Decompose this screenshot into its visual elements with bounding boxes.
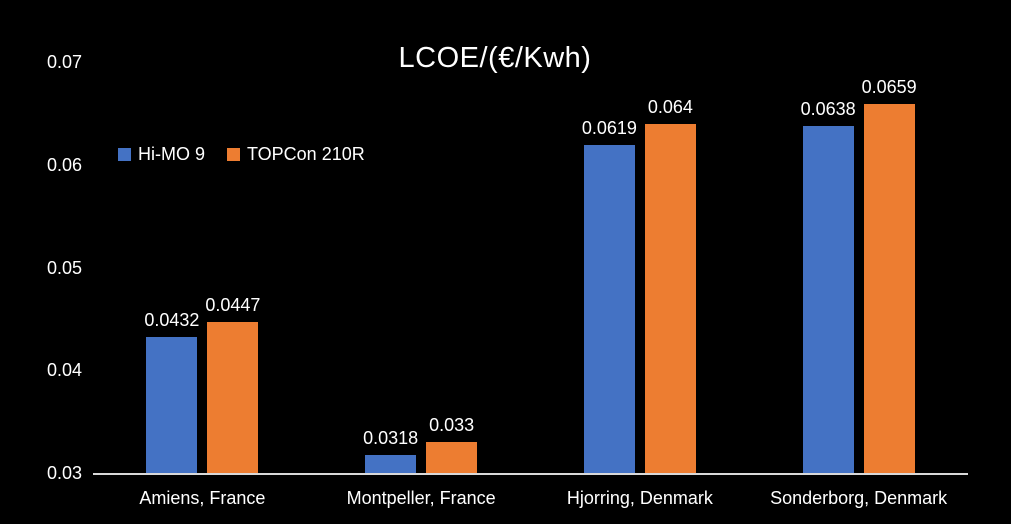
y-axis-tick-labels: 0.07 0.06 0.05 0.04 0.03 (30, 0, 82, 524)
bar-value-label: 0.0619 (581, 118, 637, 139)
bar-topcon-210r: 0.033 (426, 415, 478, 473)
category-label: Hjorring, Denmark (566, 488, 713, 508)
legend-swatch-icon (118, 148, 131, 161)
bar-value-label: 0.0318 (363, 427, 419, 448)
bar-value-label: 0.0638 (800, 98, 856, 119)
x-axis-line (93, 473, 968, 475)
bar-hi-mo-9: 0.0619 (582, 118, 637, 473)
plot-area: 0.0432 0.0447 0.0318 0.033 0.0619 0.064 0.0638… (93, 62, 968, 475)
y-axis-tick-label: 0.03 (46, 463, 82, 483)
category-label: Sonderborg, Denmark (770, 488, 948, 508)
bar-hi-mo-9: 0.0432 (144, 310, 199, 473)
bar-group: 0.0432 0.0447 (93, 62, 312, 473)
bar-group: 0.0638 0.0659 (749, 62, 968, 473)
bar-topcon-210r: 0.064 (644, 97, 696, 473)
legend-label: TOPCon 210R (247, 144, 365, 164)
x-axis-category-labels: Amiens, France Montpeller, France Hjorring… (93, 488, 968, 509)
legend-swatch-icon (227, 148, 240, 161)
legend-label: Hi-MO 9 (138, 144, 205, 164)
category-label: Amiens, France (139, 488, 266, 508)
legend-item: TOPCon 210R (227, 144, 365, 165)
bar-value-label: 0.064 (647, 96, 693, 117)
bar-hi-mo-9: 0.0318 (363, 428, 418, 473)
bar-value-label: 0.0447 (205, 294, 261, 315)
y-axis-tick-label: 0.04 (46, 360, 82, 381)
chart-title: LCOE/(€/Kwh) (398, 42, 592, 74)
y-axis-tick-label: 0.05 (46, 257, 82, 278)
bar-topcon-210r: 0.0659 (862, 77, 917, 473)
legend: Hi-MO 9 TOPCon 210R (118, 144, 365, 165)
bar-value-label: 0.0432 (144, 310, 200, 331)
bar-topcon-210r: 0.0447 (205, 295, 260, 473)
bar-groups: 0.0432 0.0447 0.0318 0.033 0.0619 0.064 0.0638… (93, 62, 968, 473)
bar-value-label: 0.033 (429, 415, 475, 436)
bar-group: 0.0619 0.064 (531, 62, 750, 473)
bar-hi-mo-9: 0.0638 (801, 99, 856, 473)
category-label: Montpeller, France (346, 488, 496, 508)
bar-value-label: 0.0659 (861, 77, 917, 98)
bar-group: 0.0318 0.033 (312, 62, 531, 473)
y-axis-tick-label: 0.07 (46, 52, 82, 72)
y-axis-tick-label: 0.06 (46, 154, 82, 175)
legend-item: Hi-MO 9 (118, 144, 205, 165)
